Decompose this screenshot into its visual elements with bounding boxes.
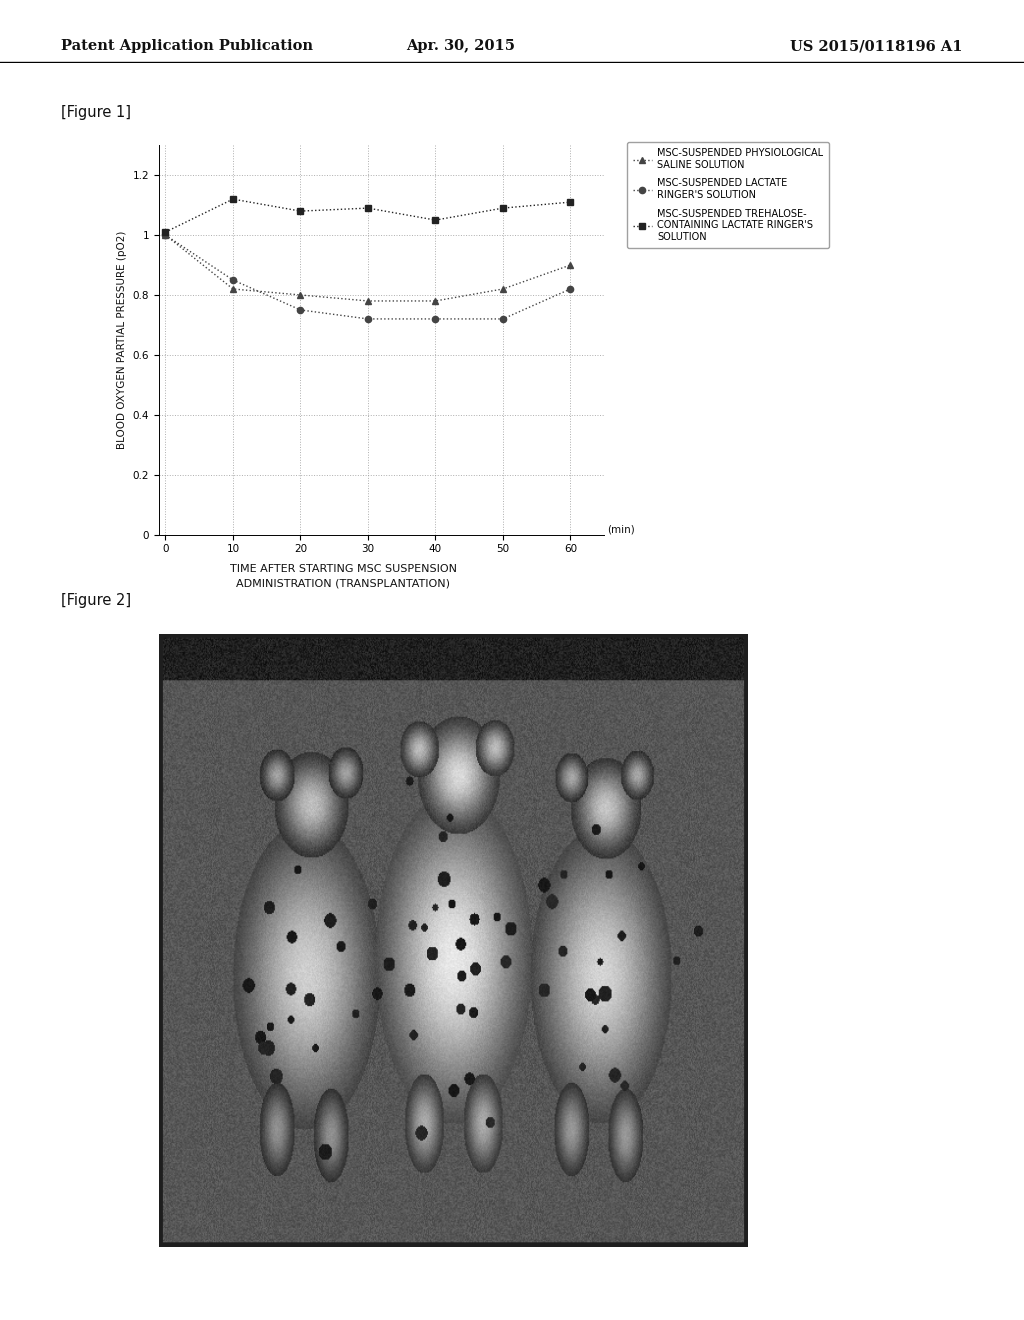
- Text: [Figure 1]: [Figure 1]: [61, 104, 131, 120]
- Y-axis label: BLOOD OXYGEN PARTIAL PRESSURE (pO2): BLOOD OXYGEN PARTIAL PRESSURE (pO2): [117, 231, 127, 449]
- Text: Patent Application Publication: Patent Application Publication: [61, 40, 313, 53]
- Text: (min): (min): [607, 524, 635, 535]
- Text: TIME AFTER STARTING MSC SUSPENSION: TIME AFTER STARTING MSC SUSPENSION: [229, 564, 457, 574]
- Text: [Figure 2]: [Figure 2]: [61, 593, 131, 609]
- Text: Apr. 30, 2015: Apr. 30, 2015: [407, 40, 515, 53]
- Text: ADMINISTRATION (TRANSPLANTATION): ADMINISTRATION (TRANSPLANTATION): [237, 578, 450, 589]
- Text: US 2015/0118196 A1: US 2015/0118196 A1: [791, 40, 963, 53]
- Legend: MSC-SUSPENDED PHYSIOLOGICAL
SALINE SOLUTION, MSC-SUSPENDED LACTATE
RINGER'S SOLU: MSC-SUSPENDED PHYSIOLOGICAL SALINE SOLUT…: [627, 143, 829, 248]
